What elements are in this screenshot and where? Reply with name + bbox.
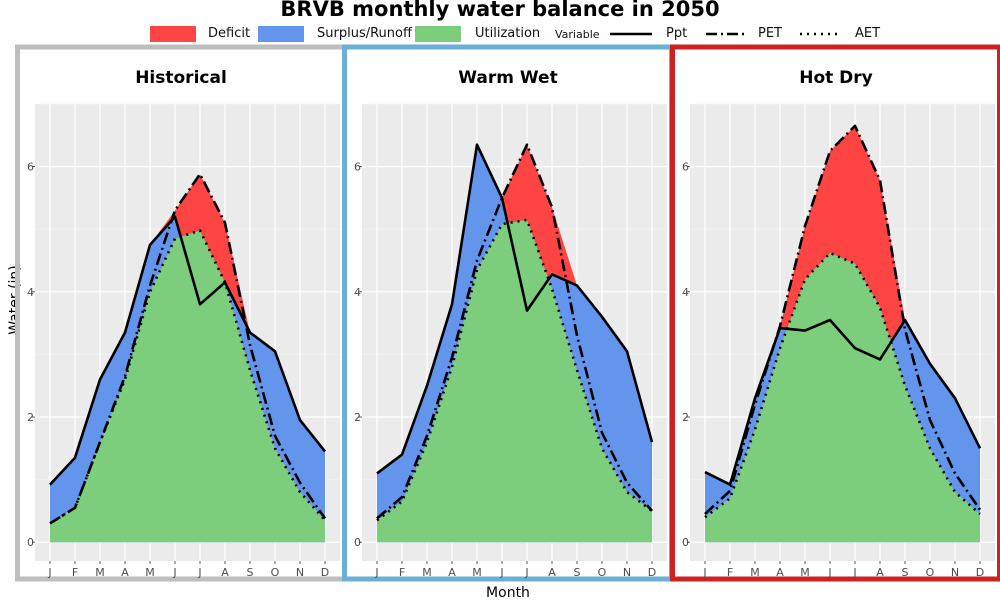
legend-label: Deficit [208, 26, 251, 41]
series-line-pet [376, 143, 653, 520]
x-tick-label: F [72, 566, 78, 579]
panel-hot-dry: Hot Dry 0 2 4 6 J F M A M J J A S O N D [670, 44, 1000, 582]
legend-label: AET [855, 26, 881, 41]
y-tick-label: 4 [27, 286, 34, 299]
x-tick-label: F [727, 566, 733, 579]
y-tick-label: 6 [354, 161, 361, 174]
legend-swatch-deficit [150, 26, 196, 42]
y-tick-label: 2 [682, 411, 689, 424]
x-tick-label: S [574, 566, 581, 579]
legend-line-ppt [610, 32, 652, 36]
x-tick-label: N [623, 566, 631, 579]
y-tick-label: 6 [27, 161, 34, 174]
legend-swatch-surplus-runoff [258, 26, 304, 42]
y-tick-label: 0 [27, 536, 34, 549]
x-tick-label: O [598, 566, 607, 579]
panel-warm-wet: Warm Wet 0 2 4 6 J F M A M J J A S O N D [342, 44, 674, 582]
x-tick-label: O [926, 566, 935, 579]
panel-historical: Historical 0 2 4 6 J F M A M J J A S O N D [15, 44, 347, 582]
x-tick-label: S [247, 566, 254, 579]
x-tick-label: A [876, 566, 884, 579]
x-tick-label: J [172, 566, 176, 579]
x-tick-label: A [776, 566, 784, 579]
legend-variable-title: Variable [555, 28, 600, 41]
x-tick-label: M [95, 566, 105, 579]
x-tick-label: J [374, 566, 378, 579]
x-tick-label: F [399, 566, 405, 579]
x-tick-label: M [750, 566, 760, 579]
x-tick-label: M [145, 566, 155, 579]
x-axis-title: Month [486, 585, 530, 600]
series-line-ppt [704, 318, 982, 486]
y-tick-label: 0 [682, 536, 689, 549]
panel-title: Warm Wet [458, 68, 557, 88]
x-tick-label: N [296, 566, 304, 579]
series-line-ppt [376, 143, 654, 475]
series-line-aet [704, 251, 981, 519]
x-tick-label: J [827, 566, 831, 579]
x-tick-label: M [422, 566, 432, 579]
y-tick-label: 2 [27, 411, 34, 424]
x-tick-label: J [499, 566, 503, 579]
panel-title: Hot Dry [799, 68, 873, 88]
x-tick-label: A [121, 566, 129, 579]
utilization-area [50, 230, 325, 543]
series-line-pet [49, 172, 327, 525]
x-tick-label: A [448, 566, 456, 579]
legend-label: PET [758, 26, 782, 41]
x-tick-label: D [648, 566, 656, 579]
x-tick-label: J [197, 566, 201, 579]
y-tick-label: 4 [682, 286, 689, 299]
x-tick-label: D [321, 566, 329, 579]
legend-swatch-utilization [415, 26, 461, 42]
legend-label: Surplus/Runoff [317, 26, 412, 41]
chart-title: BRVB monthly water balance in 2050 [280, 0, 720, 21]
x-tick-label: A [221, 566, 229, 579]
x-tick-label: J [702, 566, 706, 579]
legend-label: Ppt [666, 26, 688, 41]
series-line-ppt [49, 215, 327, 486]
x-tick-label: M [472, 566, 482, 579]
series-line-aet [376, 218, 653, 522]
panel-title: Historical [135, 68, 227, 88]
legend-line-pet [706, 32, 748, 36]
utilization-area [705, 253, 980, 543]
legend: Deficit Surplus/Runoff Utilization Variable… [0, 23, 1000, 47]
legend-line-aet [800, 32, 842, 36]
y-tick-label: 6 [682, 161, 689, 174]
utilization-area [377, 219, 652, 543]
y-tick-label: 0 [354, 536, 361, 549]
series-line-pet [704, 124, 982, 515]
deficit-area [377, 144, 652, 474]
x-tick-label: A [548, 566, 556, 579]
x-tick-label: J [47, 566, 51, 579]
y-tick-label: 2 [354, 411, 361, 424]
x-tick-label: J [524, 566, 528, 579]
x-tick-label: O [271, 566, 280, 579]
x-tick-label: J [852, 566, 856, 579]
x-tick-label: S [902, 566, 909, 579]
x-tick-label: D [976, 566, 984, 579]
series-line-aet [49, 229, 326, 525]
legend-label: Utilization [475, 26, 541, 41]
x-tick-label: M [800, 566, 810, 579]
y-tick-label: 4 [354, 286, 361, 299]
x-tick-label: N [951, 566, 959, 579]
